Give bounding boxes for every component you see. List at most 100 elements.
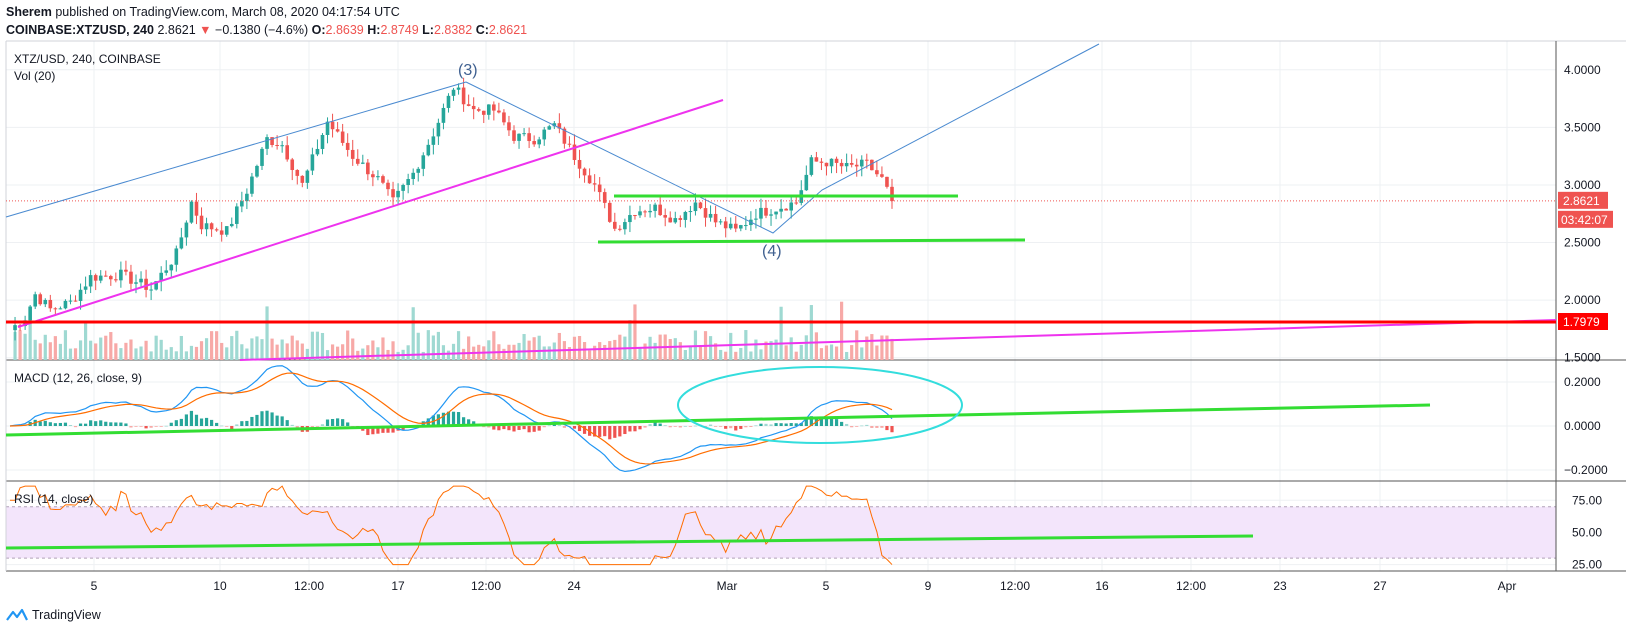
publish-line: Sherem published on TradingView.com, Mar… <box>6 3 527 21</box>
macd-axis-tick: 0.2000 <box>1564 375 1601 389</box>
volume-bar <box>68 348 73 360</box>
candle-body <box>350 149 355 159</box>
candle-body <box>849 162 854 165</box>
macd-histogram-bar <box>855 426 859 427</box>
candle-body <box>673 218 678 223</box>
candle-body <box>487 104 491 115</box>
volume-bar <box>204 338 209 360</box>
macd-histogram-bar <box>441 412 446 426</box>
macd-histogram-bar <box>799 422 803 426</box>
volume-bar <box>794 351 798 360</box>
candle-body <box>315 148 320 155</box>
footer-brand[interactable]: TradingView <box>32 608 101 622</box>
candle-body <box>396 190 400 198</box>
high-label: H: <box>367 23 381 37</box>
candle-body <box>834 158 839 163</box>
rsi-band <box>6 506 1556 559</box>
candle-body <box>713 213 718 223</box>
volume-bar <box>139 346 143 360</box>
macd-histogram-bar <box>663 425 667 427</box>
candle-body <box>693 202 698 212</box>
volume-bar <box>336 346 340 360</box>
volume-bar <box>421 351 425 360</box>
macd-histogram-bar <box>673 426 677 427</box>
chart-header: Sherem published on TradingView.com, Mar… <box>6 3 527 39</box>
macd-histogram-bar <box>467 419 471 426</box>
volume-bar <box>240 344 244 360</box>
candle-body <box>431 136 436 145</box>
volume-bar <box>250 338 254 360</box>
candle-body <box>618 228 622 230</box>
change-arrow-icon: ▼ <box>199 23 212 37</box>
macd-histogram-bar <box>764 423 768 426</box>
candle-body <box>502 112 506 123</box>
volume-bar <box>325 350 330 360</box>
candle-body <box>441 107 446 123</box>
candle-body <box>844 162 849 167</box>
x-axis-tick: 16 <box>1095 579 1109 593</box>
volume-bar <box>48 342 52 360</box>
macd-line <box>9 365 893 473</box>
volume-bar <box>366 345 370 360</box>
volume-bar <box>179 335 183 360</box>
volume-bar <box>668 339 672 360</box>
close-label: C: <box>475 23 489 37</box>
macd-histogram-bar <box>184 414 188 426</box>
macd-histogram-bar <box>522 426 526 430</box>
candle-body <box>865 159 869 161</box>
macd-histogram-bar <box>325 419 330 426</box>
candle-body <box>582 168 587 176</box>
candle-body <box>769 214 773 216</box>
candle-body <box>870 159 874 171</box>
volume-bar <box>18 330 22 360</box>
candle-body <box>633 215 637 217</box>
macd-histogram-bar <box>824 418 829 426</box>
candle-body <box>623 222 627 230</box>
volume-bar <box>789 337 793 360</box>
candle-body <box>517 133 521 141</box>
volume-bar <box>341 344 345 360</box>
macd-histogram-bar <box>870 426 874 428</box>
candle-body <box>361 162 365 164</box>
macd-histogram-bar <box>53 423 57 426</box>
x-axis-tick: 12:00 <box>1000 579 1030 593</box>
rsi-axis-tick: 75.00 <box>1572 493 1602 507</box>
candle-body <box>522 133 526 135</box>
author-name[interactable]: Sherem <box>6 5 52 19</box>
macd-histogram-bar <box>336 418 340 426</box>
macd-histogram-bar <box>648 424 652 426</box>
x-axis-tick: 12:00 <box>294 579 324 593</box>
candle-body <box>240 201 244 207</box>
macd-histogram-bar <box>320 424 325 426</box>
volume-bar <box>557 332 561 360</box>
macd-histogram-bar <box>623 426 627 435</box>
volume-bar <box>346 330 350 360</box>
last-price-badge-text: 2.8621 <box>1563 194 1600 208</box>
macd-histogram-bar <box>89 420 93 426</box>
candle-body <box>492 104 496 111</box>
macd-histogram-bar <box>527 426 531 433</box>
macd-histogram-bar <box>487 426 491 428</box>
macd-histogram-bar <box>250 416 254 426</box>
chart-canvas[interactable]: (3) (4) XTZ/USD, 240, COINBASE Vol (20) MACD… <box>0 0 1627 604</box>
close-value: 2.8621 <box>488 23 528 37</box>
candle-body <box>532 141 536 145</box>
tradingview-logo-icon[interactable] <box>6 608 28 622</box>
macd-axis-tick: 0.0000 <box>1564 419 1601 433</box>
candle-body <box>597 184 602 193</box>
rsi-axis-tick: 25.00 <box>1572 558 1602 572</box>
candle-body <box>794 202 799 204</box>
macd-histogram-bar <box>502 426 506 430</box>
volume-bar <box>598 342 602 360</box>
macd-histogram-bar <box>275 415 279 426</box>
candle-body <box>607 202 612 222</box>
macd-histogram-bar <box>678 426 682 428</box>
candle-body <box>189 201 194 223</box>
volume-bar <box>764 341 768 360</box>
macd-histogram-bar <box>512 426 516 432</box>
volume-bar <box>184 351 188 360</box>
volume-bar <box>431 335 435 360</box>
macd-histogram-bar <box>330 418 335 426</box>
x-axis-tick: 5 <box>91 579 98 593</box>
macd-histogram-bar <box>73 426 78 428</box>
